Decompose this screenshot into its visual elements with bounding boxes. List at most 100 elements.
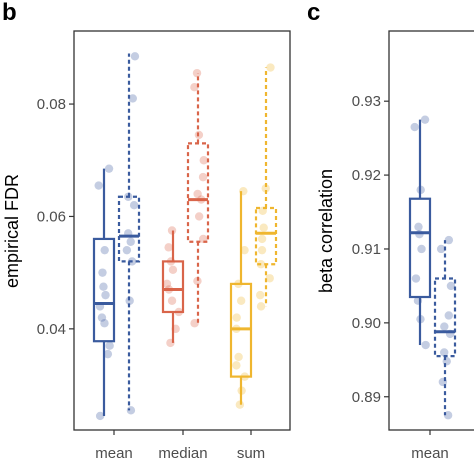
panel-b-y-tick-label: 0.08 bbox=[37, 96, 66, 113]
panel-c-mean-dashed-point bbox=[440, 322, 449, 331]
panel-b-sum-dashed-point bbox=[256, 290, 265, 300]
panel-c-mean-solid-point bbox=[417, 244, 426, 254]
panel-c-mean-solid-point bbox=[416, 185, 425, 195]
panel-c-marks bbox=[408, 115, 457, 420]
panel-b-mean-dashed-box bbox=[117, 195, 141, 263]
panel-b-sum-dashed-point bbox=[256, 302, 266, 311]
panel-b-median-solid-point bbox=[162, 279, 172, 289]
panel-b-median-dashed-point bbox=[190, 319, 199, 328]
panel-b-mean-solid-box bbox=[92, 237, 116, 343]
panel-b-median-solid-point bbox=[174, 307, 184, 317]
panel-b-sum-solid-point bbox=[237, 386, 246, 395]
panel-b-median-dashed-point bbox=[190, 82, 199, 92]
panel-b-median-solid-point bbox=[171, 324, 180, 334]
panel-c: c beta correlation 0.890.900.910.920.93 … bbox=[307, 0, 474, 462]
panel-b-mean-dashed-point bbox=[127, 257, 137, 266]
panel-b-mean-solid-point bbox=[95, 411, 105, 421]
panel-c-y-tick-label: 0.93 bbox=[352, 93, 381, 110]
panel-b-mean-solid-point bbox=[105, 341, 114, 350]
panel-c-x-tick-label: mean bbox=[411, 445, 449, 462]
panel-c-mean-dashed-point bbox=[444, 311, 453, 320]
panel-b-sum-solid-point bbox=[234, 279, 243, 289]
panel-b-mean-solid-point bbox=[104, 164, 114, 173]
panel-b-mean-dashed-point bbox=[128, 94, 137, 103]
panel-b-median-dashed-point bbox=[197, 195, 206, 204]
panel-b-sum-solid-point bbox=[240, 372, 249, 381]
panel-c-mean-solid-point bbox=[415, 229, 424, 239]
panel-b-sum-dashed-point bbox=[257, 234, 267, 244]
panel-b-median-solid-point bbox=[167, 296, 177, 305]
panel-b-sum-solid-point bbox=[236, 296, 246, 305]
panel-b-mean-dashed-point bbox=[130, 52, 140, 61]
panel-c-mean-solid-point bbox=[416, 314, 425, 324]
panel-b-sum-dashed-point bbox=[266, 63, 275, 72]
panel-b-sum-solid-point bbox=[240, 245, 249, 255]
panel-b-median-dashed-point bbox=[194, 130, 204, 140]
panel-b-mean-dashed-point bbox=[126, 237, 135, 246]
panel-b-sum-dashed-point bbox=[256, 260, 266, 269]
panel-c-mean-solid-point bbox=[421, 340, 430, 350]
panel-b-median-solid-point bbox=[166, 338, 175, 348]
panel-b-sum-solid-point bbox=[232, 313, 241, 322]
panel-b-median-dashed-point bbox=[193, 189, 202, 199]
panel-b-mean-solid-point bbox=[103, 349, 113, 359]
panel-b-x-tick-label: mean bbox=[95, 445, 133, 462]
panel-b-median-dashed-point bbox=[192, 68, 202, 78]
panel-b-marks bbox=[92, 52, 278, 421]
panel-b-y-tick-label: 0.06 bbox=[37, 208, 66, 225]
panel-b-median-solid-point bbox=[164, 285, 174, 294]
panel-c-mean-dashed-point bbox=[446, 281, 456, 291]
panel-c-mean-dashed-point bbox=[436, 244, 446, 254]
panel-b-sum-solid-point bbox=[234, 352, 243, 362]
panel-c-y-axis-label: beta correlation bbox=[316, 169, 336, 293]
panel-b-sum-dashed-point bbox=[257, 245, 267, 255]
panel-b: b empirical FDR 0.04 0.06 0.08 mean median s… bbox=[2, 0, 291, 462]
panel-c-mean-dashed-point bbox=[438, 377, 448, 387]
panel-c-mean-dashed-point bbox=[444, 235, 454, 245]
panel-c-y-tick-label: 0.92 bbox=[352, 167, 381, 184]
panel-c-mean-dashed-point bbox=[445, 329, 455, 339]
panel-b-sum-dashed-point bbox=[258, 206, 267, 216]
panel-b-letter: b bbox=[2, 0, 17, 26]
panel-b-mean-dashed-point bbox=[129, 201, 139, 210]
panel-b-x-tick-label: sum bbox=[237, 445, 265, 462]
panel-b-median-dashed-point bbox=[194, 212, 204, 221]
panel-c-plot-frame bbox=[388, 30, 474, 431]
panel-b-y-ticks: 0.04 0.06 0.08 bbox=[37, 96, 74, 338]
panel-b-median-solid-point bbox=[166, 257, 176, 266]
panel-c-y-tick-label: 0.91 bbox=[352, 241, 381, 258]
panel-c-mean-solid-point bbox=[411, 274, 421, 283]
panel-b-sum-solid-point bbox=[239, 186, 248, 196]
panel-c-mean-solid-point bbox=[410, 122, 419, 132]
panel-b-mean-dashed-point bbox=[126, 406, 136, 415]
panel-b-mean-dashed-point bbox=[122, 245, 132, 255]
panel-b-median-dashed-point bbox=[193, 276, 202, 286]
panel-b-mean-solid-point bbox=[94, 181, 103, 190]
panel-c-letter: c bbox=[307, 0, 320, 26]
panel-c-mean-solid-point bbox=[414, 222, 423, 232]
panel-b-mean-solid-point bbox=[101, 290, 110, 300]
panel-c-mean-solid-point bbox=[413, 296, 423, 305]
panel-b-median-solid-point bbox=[164, 243, 173, 252]
panel-b-median-solid-box bbox=[161, 260, 185, 314]
panel-b-y-axis-label: empirical FDR bbox=[2, 174, 22, 288]
panel-b-median-dashed-point bbox=[199, 156, 208, 165]
panel-c-mean-solid-point bbox=[420, 115, 430, 124]
panel-b-x-tick-label: median bbox=[158, 445, 207, 462]
panel-b-sum-dashed-point bbox=[265, 274, 274, 283]
panel-b-plot-frame bbox=[73, 30, 291, 431]
panel-b-median-dashed-point bbox=[198, 172, 208, 182]
panel-c-mean-dashed-point bbox=[440, 348, 449, 357]
panel-b-sum-solid-point bbox=[232, 361, 241, 370]
panel-c-y-tick-label: 0.90 bbox=[352, 315, 381, 332]
panel-c-mean-dashed-point bbox=[442, 357, 451, 366]
panel-c-mean-dashed-box bbox=[433, 277, 457, 358]
panel-b-sum-dashed-box bbox=[254, 206, 278, 266]
panel-b-median-dashed-point bbox=[199, 234, 208, 244]
panel-b-x-ticks: mean median sum bbox=[95, 430, 265, 462]
panel-b-mean-solid-point bbox=[98, 268, 107, 277]
panel-c-mean-solid-box bbox=[408, 197, 432, 299]
panel-b-sum-solid-point bbox=[232, 324, 241, 334]
